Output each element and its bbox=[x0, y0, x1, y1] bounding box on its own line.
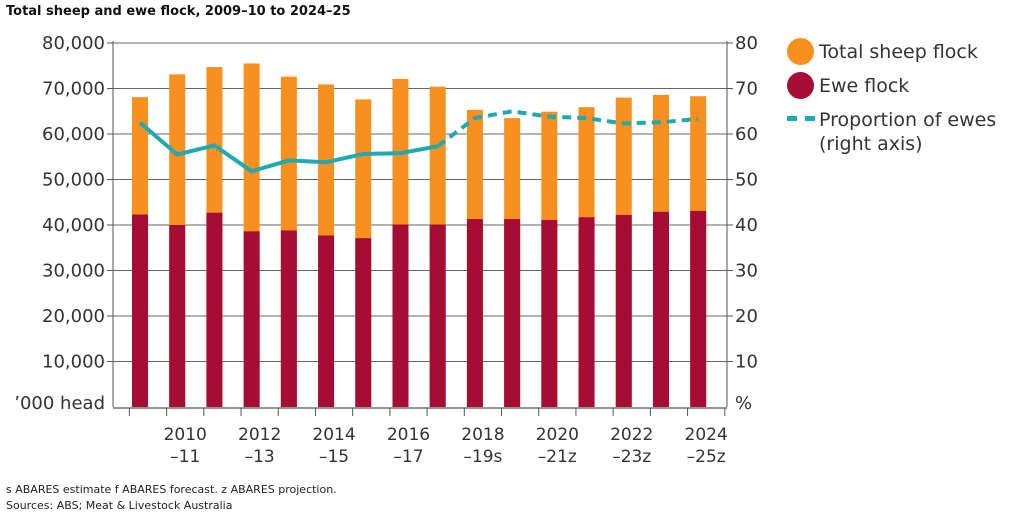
footnote-projections: s ABARES estimate f ABARES forecast. z A… bbox=[6, 483, 337, 496]
left-tick-label: 50,000 bbox=[42, 170, 105, 191]
x-tick-label-suffix: –15 bbox=[319, 447, 349, 467]
legend-swatch-ewe bbox=[787, 72, 814, 99]
bar-ewe-flock bbox=[243, 231, 260, 407]
legend-label-total: Total sheep flock bbox=[819, 41, 978, 63]
tick-labels: 80,000 70,000 60,000 50,000 40,000 30,000 20,0… bbox=[14, 33, 758, 467]
legend-label-ewe: Ewe flock bbox=[819, 75, 910, 97]
legend-swatch-total bbox=[787, 38, 814, 65]
bar-ewe-flock bbox=[690, 210, 707, 407]
bar-ewe-flock bbox=[541, 219, 558, 407]
x-tick-label-suffix: –13 bbox=[245, 447, 275, 467]
bar-ewe-flock bbox=[392, 224, 409, 407]
x-tick-label-year: 2012 bbox=[238, 425, 281, 445]
right-tick-label: 20 bbox=[735, 306, 758, 327]
chart-plot: 80,000 70,000 60,000 50,000 40,000 30,000 20,0… bbox=[14, 33, 758, 467]
left-tick-label: 40,000 bbox=[42, 215, 105, 236]
bar-ewe-flock bbox=[578, 217, 595, 407]
x-tick-label-suffix: –21z bbox=[538, 447, 577, 467]
bar-ewe-flock bbox=[615, 214, 632, 407]
bar-marks bbox=[132, 63, 707, 408]
x-tick-label-year: 2014 bbox=[312, 425, 355, 445]
right-tick-label: 50 bbox=[735, 170, 758, 191]
bar-ewe-flock bbox=[355, 238, 372, 407]
legend-label-proportion-sub: (right axis) bbox=[819, 133, 923, 155]
right-axis-unit: % bbox=[735, 393, 752, 414]
right-tick-label: 10 bbox=[735, 352, 758, 373]
x-tick-label-year: 2020 bbox=[536, 425, 579, 445]
bar-ewe-flock bbox=[318, 235, 335, 407]
x-tick-label-suffix: –17 bbox=[393, 447, 423, 467]
x-tick-label-suffix: –19s bbox=[463, 447, 502, 467]
legend-swatch-proportion bbox=[787, 116, 815, 121]
proportion-line bbox=[138, 109, 699, 174]
footnote-sources: Sources: ABS; Meat & Livestock Australia bbox=[6, 499, 233, 512]
legend-label-proportion: Proportion of ewes bbox=[819, 109, 997, 131]
x-tick-label-suffix: –23z bbox=[612, 447, 651, 467]
x-tick-label-year: 2022 bbox=[610, 425, 653, 445]
right-tick-label: 70 bbox=[735, 79, 758, 100]
bar-ewe-flock bbox=[504, 219, 521, 407]
bar-ewe-flock bbox=[466, 219, 483, 407]
bar-ewe-flock bbox=[280, 230, 297, 407]
left-tick-label: 20,000 bbox=[42, 306, 105, 327]
x-tick-label-year: 2018 bbox=[461, 425, 504, 445]
right-tick-label: 80 bbox=[735, 33, 758, 54]
bar-ewe-flock bbox=[206, 212, 223, 407]
axes bbox=[107, 41, 733, 416]
left-tick-label: 60,000 bbox=[42, 124, 105, 145]
bar-ewe-flock bbox=[132, 214, 148, 407]
left-tick-label: 30,000 bbox=[42, 261, 105, 282]
x-tick-label-suffix: –25z bbox=[687, 447, 726, 467]
bar-ewe-flock bbox=[429, 224, 446, 407]
left-tick-label: 70,000 bbox=[42, 79, 105, 100]
left-tick-label: 80,000 bbox=[42, 33, 105, 54]
right-tick-label: 60 bbox=[735, 124, 758, 145]
bar-ewe-flock bbox=[652, 211, 669, 407]
x-tick-label-year: 2010 bbox=[164, 425, 207, 445]
bar-ewe-flock bbox=[169, 225, 186, 407]
left-tick-label: 10,000 bbox=[42, 352, 105, 373]
grid-lines bbox=[113, 42, 727, 362]
x-tick-label-suffix: –11 bbox=[170, 447, 200, 467]
right-tick-label: 30 bbox=[735, 261, 758, 282]
x-tick-label-year: 2016 bbox=[387, 425, 430, 445]
right-tick-label: 40 bbox=[735, 215, 758, 236]
chart-title: Total sheep and ewe flock, 2009–10 to 20… bbox=[6, 4, 351, 19]
proportion-line-dashed bbox=[436, 109, 699, 148]
x-tick-label-year: 2024 bbox=[685, 425, 728, 445]
left-axis-unit: ’000 head bbox=[14, 393, 105, 414]
